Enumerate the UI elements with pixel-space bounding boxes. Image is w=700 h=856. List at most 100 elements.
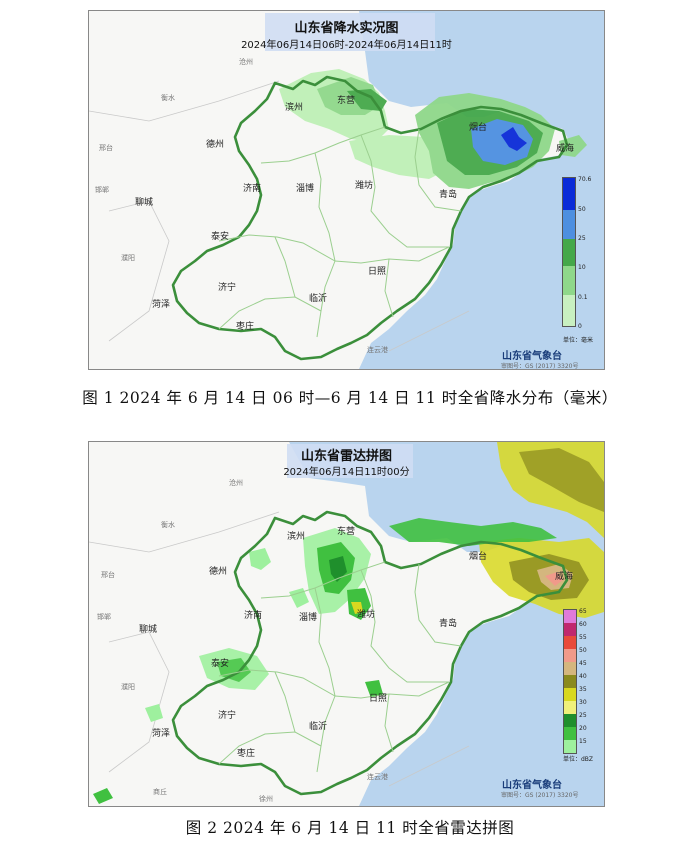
neighbor-label: 徐州 xyxy=(259,795,273,803)
neighbor-label: 商丘 xyxy=(153,788,167,796)
neighbor-label: 濮阳 xyxy=(121,254,135,262)
legend-tick: 15 xyxy=(579,738,587,745)
province-border xyxy=(171,75,569,361)
legend-tick: 25 xyxy=(579,712,587,719)
legend-swatch xyxy=(564,675,576,688)
city-label: 济南 xyxy=(244,611,263,621)
province-border xyxy=(171,510,569,796)
radar-echoes xyxy=(93,442,604,804)
city-label: 潍坊 xyxy=(355,181,374,191)
city-label: 潍坊 xyxy=(357,610,376,620)
neighbor-label: 濮阳 xyxy=(121,683,135,691)
legend-swatch xyxy=(563,266,575,295)
city-label: 东营 xyxy=(337,527,356,537)
legend-tick: 10 xyxy=(578,264,586,271)
map-title-box xyxy=(265,13,435,51)
legend-unit: 单位：dBZ xyxy=(563,756,594,763)
precipitation-map-canvas xyxy=(89,11,604,369)
city-label: 德州 xyxy=(209,567,228,577)
figure1-caption: 图 1 2024 年 6 月 14 日 06 时—6 月 14 日 11 时全省… xyxy=(82,389,618,407)
legend-swatch xyxy=(564,701,576,714)
city-label: 菏泽 xyxy=(152,300,171,310)
legend-swatch xyxy=(563,295,575,326)
map-title: 山东省降水实况图 xyxy=(294,21,399,36)
city-label: 青岛 xyxy=(439,190,458,200)
city-label: 烟台 xyxy=(469,552,488,562)
legend-tick: 40 xyxy=(579,673,587,680)
legend-swatch xyxy=(564,636,576,649)
city-label: 枣庄 xyxy=(237,749,256,759)
legend-tick: 60 xyxy=(579,621,587,628)
legend-swatch xyxy=(564,688,576,701)
city-label: 临沂 xyxy=(309,294,328,304)
city-label: 淄博 xyxy=(296,184,315,194)
figure2-caption: 图 2 2024 年 6 月 14 日 11 时全省雷达拼图 xyxy=(185,819,515,837)
legend-tick: 0.1 xyxy=(578,294,588,301)
legend-tick: 0 xyxy=(578,323,582,330)
city-label: 聊城 xyxy=(135,198,154,208)
legend-swatch xyxy=(564,727,576,740)
legend-tick: 45 xyxy=(579,660,587,667)
legend-swatch xyxy=(563,178,575,210)
city-label: 济宁 xyxy=(218,283,237,293)
city-label: 日照 xyxy=(369,694,388,704)
neighbor-label: 邯郸 xyxy=(97,613,111,621)
city-label: 济宁 xyxy=(218,711,237,721)
approval-number: 审图号：GS (2017) 3320号 xyxy=(501,792,579,799)
neighbor-label: 连云港 xyxy=(367,773,388,781)
city-label: 淄博 xyxy=(299,613,318,623)
city-label: 威海 xyxy=(556,144,575,154)
city-label: 日照 xyxy=(368,267,387,277)
legend-swatch xyxy=(564,662,576,675)
neighbor-label: 邢台 xyxy=(101,571,115,579)
map-subtitle: 2024年06月14日06时-2024年06月14日11时 xyxy=(241,40,452,51)
map-title-box xyxy=(287,444,413,478)
city-label: 济南 xyxy=(243,184,262,194)
neighbor-label: 邢台 xyxy=(99,144,113,152)
legend-swatch xyxy=(564,714,576,727)
org-label: 山东省气象台 xyxy=(502,351,562,362)
radar-legend xyxy=(563,609,577,754)
legend-swatch xyxy=(564,610,576,623)
precipitation-legend xyxy=(562,177,576,327)
org-label: 山东省气象台 xyxy=(502,780,562,791)
legend-tick: 25 xyxy=(578,235,586,242)
city-label: 泰安 xyxy=(211,232,230,242)
sea-area xyxy=(359,11,604,369)
city-label: 枣庄 xyxy=(236,322,255,332)
city-label: 烟台 xyxy=(469,123,488,133)
legend-tick: 50 xyxy=(578,206,586,213)
neighbor-label: 连云港 xyxy=(367,346,388,354)
neighbor-label: 邯郸 xyxy=(95,186,109,194)
city-label: 滨州 xyxy=(285,103,304,113)
city-label: 菏泽 xyxy=(152,729,171,739)
neighbor-label: 沧州 xyxy=(229,479,243,487)
city-label: 泰安 xyxy=(211,659,230,669)
legend-tick: 20 xyxy=(579,725,587,732)
city-label: 临沂 xyxy=(309,722,328,732)
map-subtitle: 2024年06月14日11时00分 xyxy=(283,467,410,478)
legend-tick: 65 xyxy=(579,608,587,615)
legend-tick: 35 xyxy=(579,686,587,693)
neighbor-label: 沧州 xyxy=(239,58,253,66)
legend-swatch xyxy=(564,649,576,662)
legend-tick: 30 xyxy=(579,699,587,706)
city-label: 东营 xyxy=(337,96,356,106)
map-title: 山东省雷达拼图 xyxy=(300,449,392,464)
neighbor-label: 衡水 xyxy=(161,521,175,529)
city-label: 德州 xyxy=(206,140,225,150)
legend-unit: 单位：毫米 xyxy=(563,337,594,344)
city-label: 威海 xyxy=(555,572,574,582)
radar-map: 山东省雷达拼图 2024年06月14日11时00分 东营 滨州 德州 济南 淄博… xyxy=(88,441,605,807)
legend-tick: 70.6 xyxy=(578,176,592,183)
approval-number: 审图号：GS (2017) 3320号 xyxy=(501,363,579,370)
legend-tick: 50 xyxy=(579,647,587,654)
radar-map-canvas xyxy=(89,442,604,806)
precipitation-map: 山东省降水实况图 2024年06月14日06时-2024年06月14日11时 滨… xyxy=(88,10,605,370)
legend-swatch xyxy=(564,623,576,636)
city-label: 滨州 xyxy=(287,532,306,542)
legend-tick: 55 xyxy=(579,634,587,641)
legend-swatch xyxy=(564,740,576,753)
legend-swatch xyxy=(563,210,575,239)
legend-swatch xyxy=(563,239,575,266)
